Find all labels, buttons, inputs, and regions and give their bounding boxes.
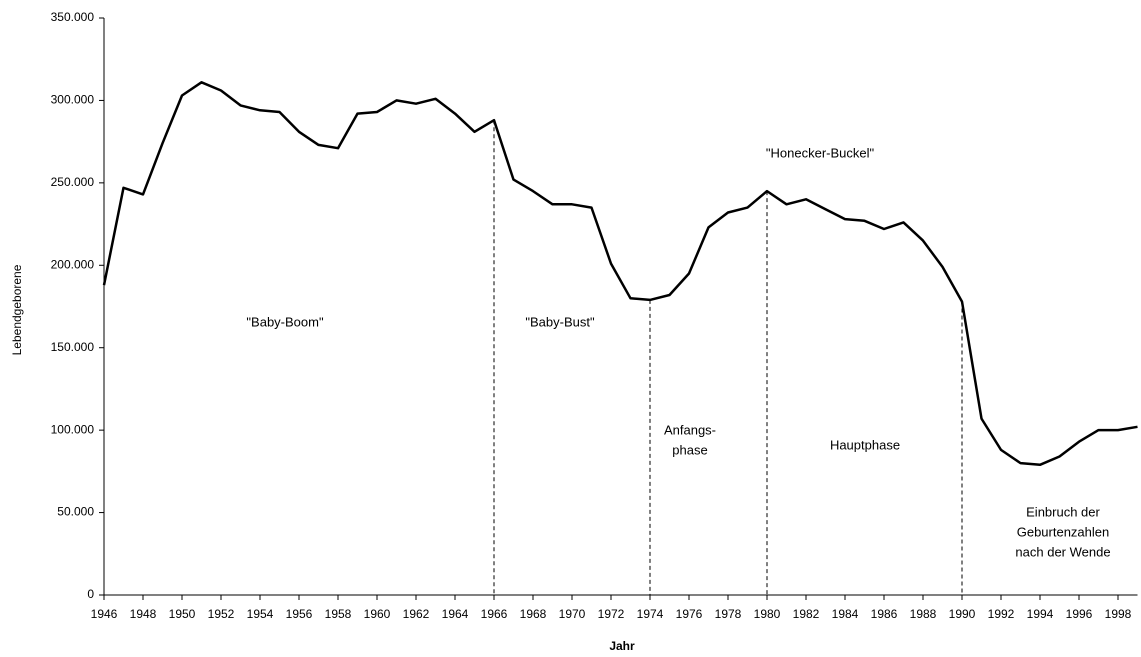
y-tick-label: 0	[87, 587, 94, 601]
x-tick-label: 1960	[364, 607, 391, 621]
line-series	[102, 81, 1138, 467]
y-tick-label: 300.000	[51, 93, 95, 107]
x-tick-label: 1984	[832, 607, 859, 621]
y-tick-label: 350.000	[51, 10, 95, 24]
y-tick-label: 100.000	[51, 422, 95, 436]
x-tick-label: 1974	[637, 607, 664, 621]
x-tick-label: 1952	[208, 607, 235, 621]
x-tick-label: 1978	[715, 607, 742, 621]
annotation: Hauptphase	[830, 437, 900, 452]
x-tick-label: 1998	[1105, 607, 1132, 621]
x-axis-label: Jahr	[609, 639, 635, 653]
annotation: phase	[672, 442, 707, 457]
x-tick-label: 1992	[988, 607, 1015, 621]
annotation: "Honecker-Buckel"	[766, 145, 875, 160]
x-tick-label: 1946	[91, 607, 118, 621]
x-tick-label: 1986	[871, 607, 898, 621]
annotation: "Baby-Boom"	[246, 314, 324, 329]
x-tick-label: 1964	[442, 607, 469, 621]
x-tick-label: 1990	[949, 607, 976, 621]
x-tick-label: 1958	[325, 607, 352, 621]
x-tick-label: 1980	[754, 607, 781, 621]
y-tick-label: 150.000	[51, 340, 95, 354]
x-tick-label: 1962	[403, 607, 430, 621]
x-tick-label: 1988	[910, 607, 937, 621]
x-tick-label: 1968	[520, 607, 547, 621]
x-tick-label: 1966	[481, 607, 508, 621]
x-tick-label: 1956	[286, 607, 313, 621]
annotation: Geburtenzahlen	[1017, 524, 1110, 539]
y-tick-label: 250.000	[51, 175, 95, 189]
y-tick-label: 200.000	[51, 257, 95, 271]
x-tick-label: 1948	[130, 607, 157, 621]
annotation: nach der Wende	[1015, 544, 1110, 559]
annotation: "Baby-Bust"	[525, 314, 595, 329]
y-axis-label: Lebendgeborene	[10, 264, 24, 355]
x-tick-label: 1976	[676, 607, 703, 621]
x-tick-label: 1954	[247, 607, 274, 621]
x-tick-label: 1972	[598, 607, 625, 621]
annotation: Einbruch der	[1026, 504, 1100, 519]
x-tick-label: 1950	[169, 607, 196, 621]
x-tick-label: 1996	[1066, 607, 1093, 621]
x-tick-label: 1982	[793, 607, 820, 621]
y-tick-label: 50.000	[57, 505, 94, 519]
x-tick-label: 1970	[559, 607, 586, 621]
annotation: Anfangs-	[664, 422, 716, 437]
x-tick-label: 1994	[1027, 607, 1054, 621]
